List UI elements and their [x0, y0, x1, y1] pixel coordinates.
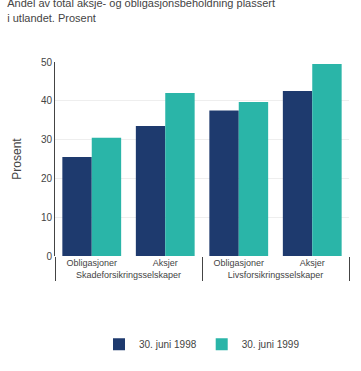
- svg-text:Aksjer: Aksjer: [300, 258, 325, 268]
- svg-text:Prosent: Prosent: [10, 138, 24, 180]
- svg-text:40: 40: [41, 95, 53, 106]
- svg-text:Aksjer: Aksjer: [153, 258, 178, 268]
- svg-text:30. juni 1998: 30. juni 1998: [139, 339, 197, 350]
- svg-text:Andel av total aksje- og oblig: Andel av total aksje- og obligasjonsbeho…: [7, 0, 275, 24]
- svg-text:Obligasjoner: Obligasjoner: [213, 258, 264, 268]
- svg-text:10: 10: [41, 212, 53, 223]
- svg-text:50: 50: [41, 57, 53, 68]
- svg-text:Livsforsikringsselskaper: Livsforsikringsselskaper: [228, 270, 324, 280]
- svg-text:30. juni 1999: 30. juni 1999: [242, 339, 300, 350]
- svg-text:20: 20: [41, 173, 53, 184]
- svg-text:0: 0: [46, 251, 52, 262]
- svg-text:Obligasjoner: Obligasjoner: [66, 258, 117, 268]
- svg-text:30: 30: [41, 134, 53, 145]
- svg-text:Skadeforsikringsselskaper: Skadeforsikringsselskaper: [76, 270, 181, 280]
